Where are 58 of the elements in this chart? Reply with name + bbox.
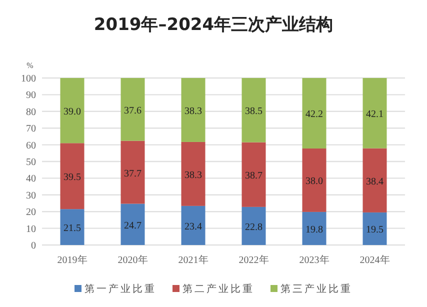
data-label: 39.0 [64,106,81,118]
chart-title: 2019年–2024年三次产业结构 [94,15,334,35]
x-tick-label: 2020年 [118,254,148,266]
y-tick-label: 60 [26,140,36,152]
y-tick-label: 100 [21,74,36,84]
bar [302,78,326,148]
data-label: 42.2 [306,109,323,120]
bar [302,212,326,245]
data-label: 21.5 [64,223,81,234]
data-label: 19.5 [366,224,384,236]
y-tick-label: 50 [26,157,36,168]
x-tick-label: 2022年 [238,254,269,266]
y-tick-label: 10 [26,224,36,235]
bar [242,206,266,245]
data-label: 38.7 [245,170,262,182]
data-label: 38.3 [184,106,202,117]
bar [181,78,206,142]
y-tick-label: 30 [26,190,36,202]
bar [60,209,84,245]
y-tick-label: 80 [26,106,36,118]
bar [362,78,387,148]
data-label: 24.7 [124,220,142,232]
y-tick-label: 90 [26,90,36,102]
data-label: 37.7 [124,168,142,180]
data-label: 38.0 [306,176,323,188]
y-tick-label: 70 [26,124,36,135]
data-label: 23.4 [184,221,202,232]
bar [120,78,145,141]
data-label: 22.8 [245,222,262,233]
y-tick-label: 0 [31,240,36,252]
y-axis-title: % [26,61,34,70]
legend-label: 第二产业比重 [182,283,254,295]
x-tick-label: 2021年 [178,254,208,266]
x-tick-label: 2019年 [57,254,88,266]
bar [242,78,266,142]
y-tick-label: 20 [26,207,36,218]
bar [181,206,206,245]
data-label: 38.5 [245,106,262,118]
bar [242,142,266,207]
legend-label: 第三产业比重 [280,283,352,295]
data-label: 19.8 [306,224,323,236]
data-label: 42.1 [366,109,384,120]
bar [362,148,387,212]
x-tick-label: 2023年 [299,254,330,266]
bar [60,78,84,144]
data-label: 38.3 [184,170,202,181]
bar [60,143,84,210]
data-label: 38.4 [366,176,384,188]
data-label: 39.5 [64,172,81,184]
bar [181,142,206,206]
bar [120,140,145,204]
x-tick-label: 2024年 [360,254,390,266]
bar [302,148,326,212]
bar [362,212,387,245]
y-tick-label: 40 [26,174,36,185]
bar [120,204,145,245]
data-label: 37.6 [124,105,142,116]
legend-label: 第一产业比重 [84,283,156,295]
